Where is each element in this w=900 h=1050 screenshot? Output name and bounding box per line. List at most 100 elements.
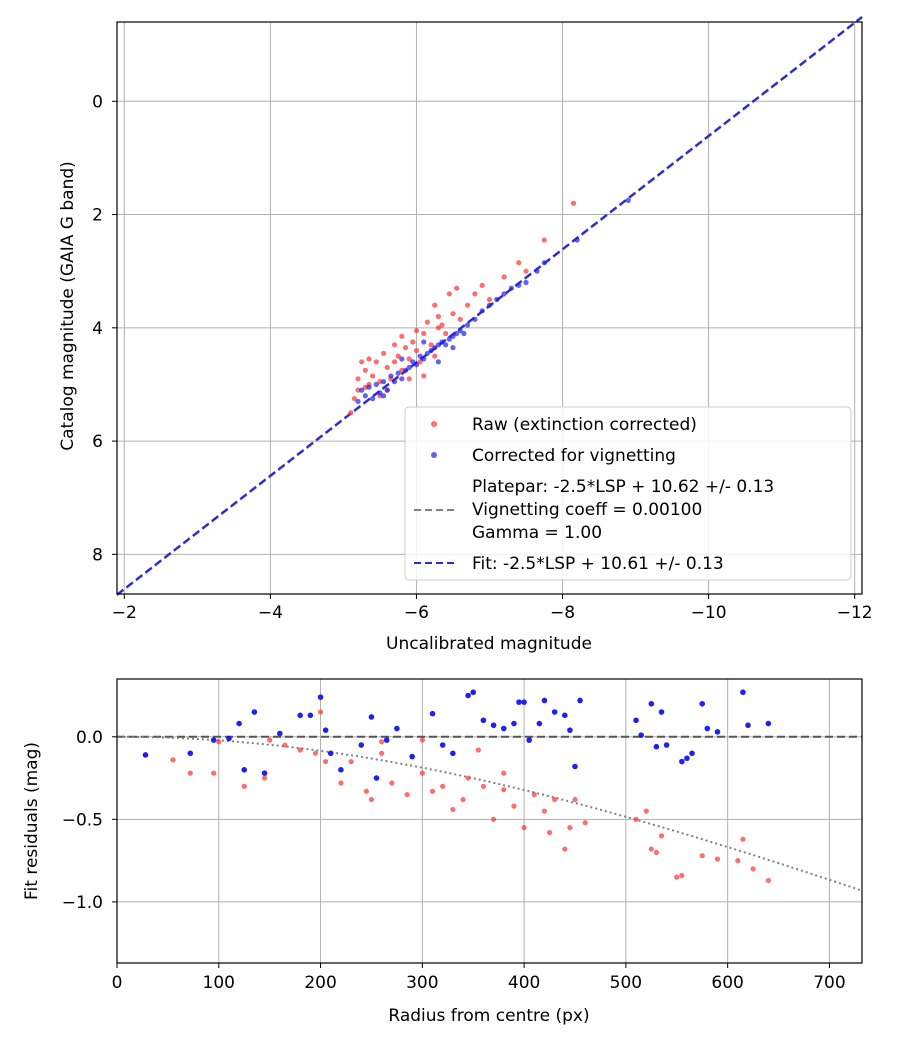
corrected-residual-point	[465, 692, 471, 699]
raw-residual-point	[170, 757, 176, 763]
corrected-point	[417, 353, 423, 359]
raw-residual-point	[658, 833, 665, 839]
corrected-point	[421, 339, 427, 345]
corrected-residual-point	[577, 697, 583, 704]
raw-residual-point	[323, 758, 329, 765]
raw-point	[373, 359, 379, 365]
raw-point	[450, 311, 456, 317]
bottom-x-tick-label: 0	[112, 973, 123, 993]
raw-residual-point	[348, 758, 354, 765]
raw-residual-point	[562, 846, 568, 852]
raw-point	[391, 359, 398, 365]
corrected-point	[508, 285, 515, 291]
corrected-residual-point	[142, 752, 149, 758]
raw-residual-point	[389, 780, 395, 786]
corrected-point	[450, 333, 456, 339]
corrected-residual-point	[226, 735, 232, 742]
raw-point	[417, 359, 423, 365]
corrected-residual-point	[429, 710, 436, 717]
corrected-point	[432, 345, 438, 351]
corrected-point	[435, 359, 441, 365]
raw-residual-point	[187, 770, 193, 776]
legend-fit-label: Fit: -2.5*LSP + 10.61 +/- 0.13	[472, 554, 724, 574]
top-y-tick-label: 8	[92, 545, 103, 565]
bottom-reference-lines	[117, 735, 863, 892]
top-y-tick-label: 2	[92, 206, 103, 226]
raw-residual-point	[440, 783, 446, 789]
bottom-vignetting-curve	[117, 735, 863, 892]
raw-residual-point	[552, 796, 558, 803]
top-plot: −2 −4 −6 −8 −10 −12 0 2 4 6 8 Uncalibrated magnitu…	[58, 16, 873, 654]
corrected-point	[395, 370, 401, 376]
corrected-residual-point	[480, 717, 487, 724]
raw-residual-point	[419, 737, 425, 743]
raw-point	[432, 302, 438, 308]
corrected-point	[410, 359, 416, 365]
raw-point	[406, 356, 412, 362]
bottom-x-tick-label: 700	[813, 973, 845, 993]
raw-residual-point	[653, 849, 660, 855]
raw-point	[454, 285, 460, 291]
corrected-point	[399, 356, 405, 362]
raw-point	[355, 387, 361, 393]
corrected-point	[446, 336, 452, 342]
raw-point	[391, 342, 398, 348]
raw-residual-point	[241, 783, 247, 789]
raw-residual-point	[211, 770, 217, 776]
top-x-tick-label: −4	[258, 603, 283, 623]
corrected-point	[399, 376, 405, 382]
bottom-scatter-points	[142, 689, 772, 884]
top-y-axis-label: Catalog magnitude (GAIA G band)	[58, 161, 78, 451]
raw-point	[351, 396, 357, 402]
corrected-residual-point	[409, 753, 415, 760]
top-y-tick-label: 0	[92, 92, 103, 112]
raw-residual-point	[317, 709, 324, 715]
corrected-residual-point	[562, 712, 568, 719]
raw-residual-point	[511, 803, 517, 809]
raw-residual-point	[740, 836, 746, 842]
raw-residual-point	[312, 750, 319, 756]
corrected-point	[362, 393, 368, 399]
raw-residual-point	[404, 791, 410, 798]
raw-point	[362, 384, 368, 390]
corrected-point	[388, 373, 394, 379]
corrected-point	[384, 387, 390, 393]
corrected-point	[439, 339, 445, 345]
raw-point	[479, 282, 485, 288]
corrected-point	[355, 398, 361, 405]
corrected-residual-point	[297, 712, 303, 719]
raw-point	[432, 353, 438, 359]
corrected-point	[486, 302, 493, 308]
bottom-x-tick-label: 100	[203, 973, 235, 993]
raw-residual-point	[735, 858, 741, 864]
top-ticks: −2 −4 −6 −8 −10 −12 0 2 4 6 8	[92, 92, 872, 623]
top-scatter-points	[348, 197, 631, 416]
corrected-point	[523, 279, 529, 286]
raw-point	[377, 379, 383, 385]
raw-point	[402, 345, 409, 351]
bottom-x-tick-label: 500	[610, 973, 642, 993]
bottom-x-tick-label: 400	[508, 973, 540, 993]
raw-residual-point	[501, 787, 507, 793]
corrected-residual-point	[567, 727, 573, 733]
raw-point	[380, 350, 387, 356]
raw-residual-point	[648, 846, 654, 852]
raw-point	[370, 373, 376, 379]
raw-residual-point	[765, 877, 771, 884]
corrected-residual-point	[663, 742, 670, 748]
raw-point	[428, 342, 434, 348]
bottom-plot: 0 100 200 300 400 500 600 700 0.0 −0.5 −1.0 Radius…	[22, 678, 863, 1026]
raw-point	[410, 339, 416, 345]
raw-residual-point	[419, 770, 425, 776]
corrected-residual-point	[511, 720, 517, 727]
raw-residual-point	[450, 806, 456, 813]
bottom-x-tick-label: 300	[406, 973, 438, 993]
raw-point	[424, 319, 431, 325]
raw-point	[570, 200, 577, 206]
bottom-y-axis-label: Fit residuals (mag)	[22, 742, 42, 900]
corrected-residual-point	[373, 775, 380, 781]
corrected-point	[541, 260, 547, 266]
raw-point	[541, 237, 547, 243]
corrected-residual-point	[551, 709, 558, 715]
legend-corrected-label: Corrected for vignetting	[472, 446, 676, 466]
